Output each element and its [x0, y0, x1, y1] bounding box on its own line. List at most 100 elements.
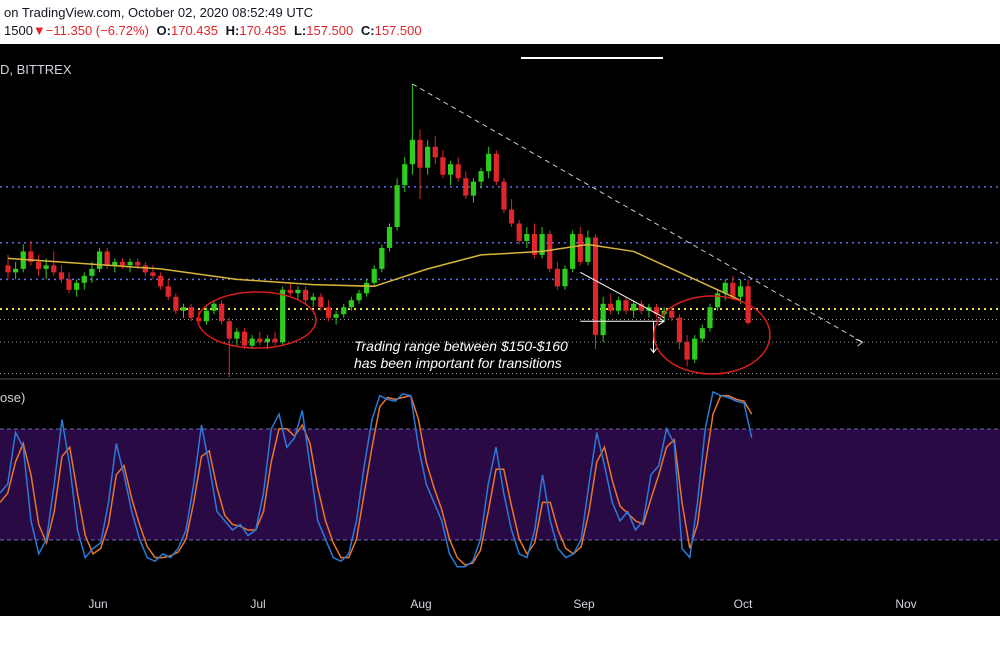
low-value: 157.500: [306, 23, 354, 38]
x-axis-label: Jun: [88, 597, 107, 611]
candle-body: [737, 286, 744, 297]
x-axis-label: Aug: [410, 597, 431, 611]
candle-body: [348, 300, 354, 308]
candle-body: [173, 296, 179, 311]
candle-body: [302, 289, 309, 301]
candle-body: [684, 342, 690, 360]
chart-title: D, BITTREX: [0, 62, 72, 77]
candle-body: [219, 303, 225, 322]
candle-body: [562, 268, 568, 287]
candle-body: [74, 282, 80, 290]
candle-body: [287, 289, 293, 294]
candle-body: [531, 233, 538, 255]
candle-body: [318, 296, 324, 308]
candle-body: [463, 178, 469, 196]
open-value: 170.435: [171, 23, 218, 38]
candle-body: [180, 307, 187, 311]
candle-body: [486, 153, 492, 172]
candle-body: [280, 289, 286, 343]
candle-body: [600, 303, 606, 336]
candle-body: [211, 303, 217, 311]
candle-body: [722, 282, 728, 294]
header-bar: on TradingView.com, October 02, 2020 08:…: [0, 0, 1000, 44]
candle-body: [409, 139, 415, 165]
candle-body: [158, 275, 164, 287]
candle-body: [364, 282, 370, 294]
candle-body: [432, 146, 438, 158]
candle-body: [547, 233, 553, 269]
candle-body: [585, 237, 591, 262]
candle-body: [623, 300, 629, 311]
candle-body: [241, 331, 248, 346]
candle-body: [257, 338, 263, 343]
oscillator-title: ose): [0, 390, 25, 405]
candle-body: [692, 338, 698, 360]
candle-body: [165, 286, 171, 297]
candle-body: [417, 139, 423, 168]
candle-body: [333, 314, 339, 318]
annotation-line2: has been important for transitions: [354, 355, 562, 371]
candle-body: [394, 185, 400, 228]
candle-body: [440, 157, 446, 175]
candle-body: [516, 223, 522, 241]
candle-body: [592, 237, 599, 336]
candle-body: [570, 233, 576, 269]
price-change: −11.350 (−6.72%): [45, 23, 149, 38]
downtrend-line: [412, 83, 863, 343]
candle-body: [96, 251, 103, 269]
candle-body: [5, 265, 11, 273]
candle-body: [577, 233, 583, 262]
candle-body: [325, 307, 332, 318]
high-value: 170.435: [239, 23, 287, 38]
candle-body: [28, 251, 34, 262]
candle-body: [66, 279, 72, 290]
candle-body: [150, 272, 156, 276]
candle-body: [669, 310, 675, 318]
candle-body: [379, 247, 385, 269]
candle-body: [127, 261, 133, 266]
candle-body: [58, 272, 65, 280]
candle-body: [493, 153, 499, 182]
candle-body: [135, 261, 141, 266]
annotation-line1: Trading range between $150-$160: [354, 338, 568, 354]
candle-body: [478, 171, 484, 182]
trendline-arrowhead: [855, 338, 864, 347]
candle-body: [554, 268, 560, 287]
candle-body: [51, 265, 57, 273]
candle-body: [539, 233, 545, 255]
candle-body: [447, 164, 454, 175]
candle-body: [455, 164, 461, 179]
candle-body: [295, 289, 301, 294]
candle-body: [142, 265, 148, 273]
candle-body: [470, 181, 477, 196]
candle-body: [653, 307, 660, 315]
candle-body: [341, 307, 347, 315]
candle-body: [119, 261, 126, 266]
candle-body: [608, 303, 614, 311]
chart-area[interactable]: D, BITTREX Trading range between $150-$1…: [0, 44, 1000, 616]
candle-body: [371, 268, 377, 283]
candle-body: [81, 275, 87, 283]
support-ellipse-right: [653, 295, 771, 375]
candle-body: [112, 261, 118, 266]
candle-body: [226, 321, 232, 339]
header-ohlc-line: 1500▼−11.350 (−6.72%) O:170.435 H:170.43…: [4, 23, 422, 38]
candle-body: [35, 261, 42, 269]
x-axis-label: Jul: [250, 597, 265, 611]
down-triangle-icon: ▼: [32, 23, 46, 38]
candle-body: [386, 227, 393, 248]
candle-body: [104, 251, 110, 266]
x-axis-label: Sep: [573, 597, 595, 611]
candle-body: [508, 209, 515, 224]
triangle-arrowhead: [657, 316, 666, 326]
header-source-line: on TradingView.com, October 02, 2020 08:…: [4, 5, 314, 20]
footer-bar: [0, 616, 1000, 660]
candle-body: [730, 282, 736, 297]
candle-body: [615, 300, 621, 311]
candle-body: [249, 338, 255, 346]
candle-body: [272, 338, 278, 343]
x-axis-label: Oct: [734, 597, 753, 611]
low-label: L:: [293, 23, 307, 38]
oscillator-band: [0, 429, 1000, 540]
candle-body: [707, 307, 713, 329]
